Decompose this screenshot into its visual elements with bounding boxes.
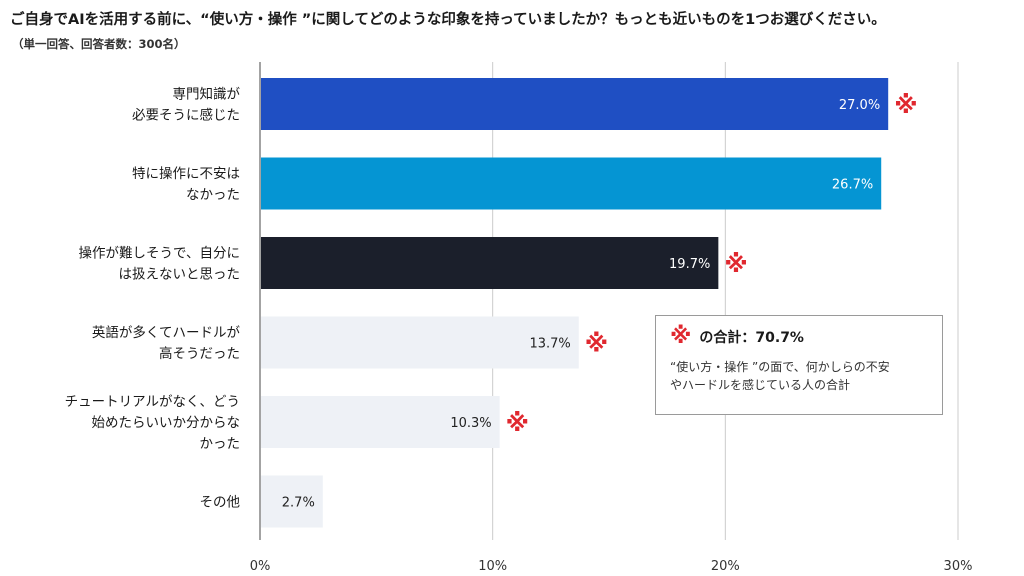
category-label: 特に操作に不安は — [132, 166, 240, 182]
bar-3 — [261, 237, 719, 289]
bar-5 — [261, 396, 500, 448]
category-label: かった — [200, 436, 241, 452]
data-label: 13.7% — [529, 337, 570, 352]
marker-icon: ※ — [894, 91, 917, 119]
bar-6 — [261, 475, 323, 528]
x-tick-label: 10% — [478, 559, 507, 574]
category-label: なかった — [186, 187, 240, 203]
category-label: チュートリアルがなく、どう — [65, 394, 240, 410]
marker-icon: ※ — [585, 330, 608, 358]
category-label: 始めたらいいか分からな — [92, 415, 241, 431]
chart-subtitle: （単一回答、回答者数：300名） — [12, 37, 186, 51]
category-label: は扱えないと思った — [119, 267, 241, 283]
data-label: 27.0% — [839, 98, 880, 113]
marker-icon: ※ — [724, 250, 747, 278]
bar-4 — [261, 316, 579, 369]
annotation-title: の合計：70.7% — [699, 330, 804, 346]
marker-symbol: ※ — [670, 324, 692, 349]
category-label: 高そうだった — [159, 345, 240, 362]
data-label: 19.7% — [669, 257, 710, 272]
category-label: 専門知識が — [173, 86, 241, 103]
chart-title: ご自身でAIを活用する前に、“使い方・操作 ”に関してどのような印象を持っていま… — [10, 12, 886, 28]
data-label: 2.7% — [282, 496, 315, 511]
annotation-line-2: やハードルを感じている人の合計 — [670, 378, 851, 392]
category-label: 操作が難しそうで、自分に — [79, 246, 240, 262]
data-label: 10.3% — [450, 416, 491, 431]
x-tick-label: 30% — [944, 559, 973, 574]
x-tick-label: 0% — [250, 559, 271, 574]
bar-2 — [261, 157, 882, 210]
annotation-line-1: “使い方・操作 ”の面で、何かしらの不安 — [670, 360, 890, 374]
marker-icon: ※ — [506, 409, 529, 437]
category-label: 英語が多くてハードルが — [92, 324, 241, 341]
bar-1 — [261, 78, 889, 130]
annotation-box: ※ の合計：70.7% “使い方・操作 ”の面で、何かしらの不安 やハードルを感… — [655, 315, 943, 415]
category-label: その他 — [200, 495, 241, 511]
category-label: 必要そうに感じた — [132, 107, 240, 124]
x-tick-label: 20% — [711, 559, 740, 574]
data-label: 26.7% — [832, 178, 873, 193]
